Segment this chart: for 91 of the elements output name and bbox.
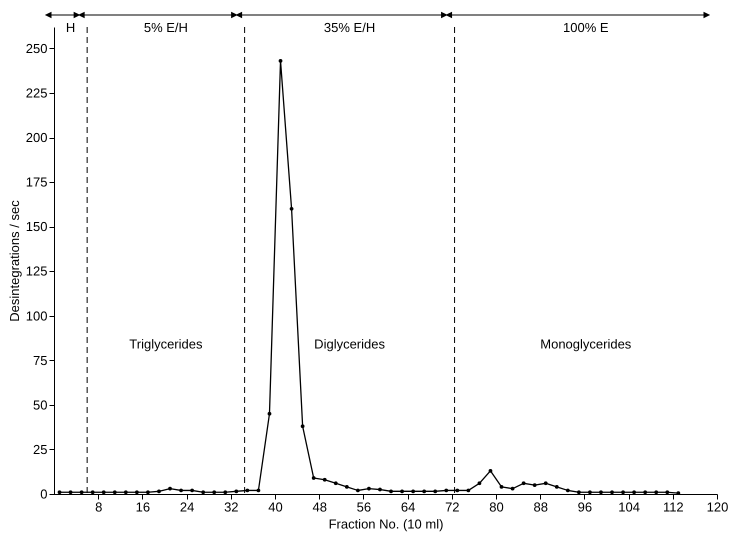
point [278, 59, 282, 63]
y-tick-label: 200 [26, 130, 48, 146]
point [621, 490, 625, 494]
point [378, 488, 382, 492]
x-tick-label: 16 [136, 500, 150, 514]
annotation: Monoglycerides [540, 336, 632, 352]
point [500, 485, 504, 489]
point [544, 481, 548, 486]
point [68, 490, 72, 494]
point [157, 489, 161, 494]
point [643, 490, 648, 494]
y-tick-label: 250 [26, 40, 48, 56]
x-tick-label: 32 [224, 500, 239, 514]
point [146, 490, 150, 494]
x-tick-label: 48 [312, 500, 327, 514]
point [478, 481, 482, 486]
point [400, 489, 404, 494]
point [665, 490, 670, 494]
y-tick-label: 25 [33, 442, 48, 457]
y-tick-label: 50 [33, 397, 48, 412]
x-tick-label: 64 [400, 500, 416, 514]
point [610, 490, 614, 494]
point [488, 468, 492, 473]
point [312, 476, 316, 480]
point [256, 488, 260, 492]
point [356, 488, 360, 492]
point [566, 488, 570, 492]
point [577, 490, 581, 494]
point [599, 490, 603, 494]
point [588, 490, 592, 494]
point [112, 490, 117, 494]
y-tick-label: 100 [26, 308, 48, 324]
y-tick-label: 0 [40, 486, 48, 502]
point [80, 490, 84, 494]
y-tick-label: 125 [26, 264, 48, 279]
y-tick-label: 225 [26, 85, 48, 100]
point [532, 483, 537, 487]
point [389, 489, 393, 494]
point [201, 490, 206, 494]
point [422, 489, 426, 494]
point [466, 488, 470, 492]
point [290, 206, 294, 211]
x-tick-label: 56 [356, 500, 372, 514]
point [444, 488, 448, 492]
y-tick-label: 150 [26, 219, 48, 234]
point [124, 490, 128, 494]
point [632, 490, 636, 494]
x-tick-label: 72 [445, 500, 460, 514]
y-tick-label: 175 [26, 174, 48, 190]
point [268, 412, 272, 416]
point [367, 486, 371, 491]
x-tick-label: 80 [489, 500, 504, 514]
point [300, 424, 304, 428]
point [168, 486, 172, 491]
point [322, 478, 327, 482]
point [554, 485, 559, 489]
point [510, 486, 514, 491]
x-tick-label: 24 [180, 500, 194, 514]
point [90, 490, 95, 494]
point [246, 488, 250, 492]
annotation: 5% E/H [144, 20, 188, 35]
annotation: H [66, 20, 76, 35]
point [179, 488, 183, 492]
x-tick-label: 8 [95, 500, 102, 514]
point [234, 489, 238, 494]
annotation: 100% E [563, 20, 609, 35]
point [223, 490, 228, 494]
x-tick-label: 112 [662, 500, 684, 514]
point [455, 488, 460, 492]
point [344, 485, 349, 489]
point [58, 490, 62, 494]
annotation: 35% E/H [324, 20, 376, 35]
point [411, 489, 415, 494]
x-tick-label: 88 [533, 500, 548, 514]
annotation: Triglycerides [129, 336, 203, 352]
x-axis-title: Fraction No. (10 ml) [328, 516, 444, 532]
point [212, 490, 216, 494]
point [190, 488, 194, 492]
y-tick-label: 75 [33, 352, 48, 368]
point [102, 490, 106, 494]
point [334, 481, 338, 486]
x-tick-label: 104 [618, 500, 640, 514]
annotation: Diglycerides [314, 336, 386, 352]
point [433, 489, 438, 494]
point [522, 481, 526, 486]
point [135, 490, 139, 494]
y-axis-title: Desintegrations / sec [6, 200, 22, 322]
x-tick-label: 40 [268, 500, 283, 514]
x-tick-label: 120 [706, 500, 728, 514]
point [654, 490, 658, 494]
x-tick-label: 96 [578, 500, 592, 514]
